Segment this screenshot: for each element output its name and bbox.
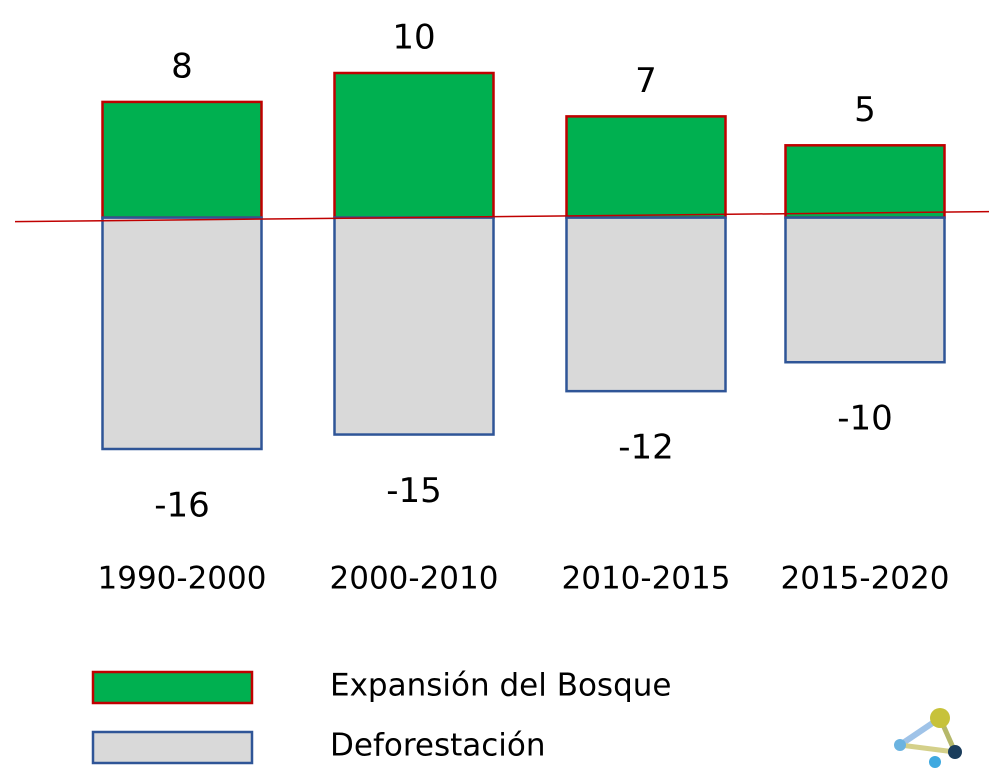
bar <box>333 216 495 436</box>
value-label: 8 <box>171 46 193 86</box>
legend-swatch <box>91 730 254 765</box>
value-label: 5 <box>854 90 876 130</box>
bar <box>333 71 495 219</box>
bar <box>101 100 263 219</box>
x-tick-label: 2000-2010 <box>330 561 499 597</box>
x-tick-label: 1990-2000 <box>98 561 267 597</box>
zero-line <box>14 210 989 223</box>
value-label: -16 <box>154 486 210 526</box>
bar <box>565 115 727 219</box>
value-label: -10 <box>837 399 893 439</box>
x-tick-label: 2015-2020 <box>781 561 950 597</box>
bar <box>101 216 263 451</box>
legend-label: Deforestación <box>330 728 546 764</box>
legend-label: Expansión del Bosque <box>330 668 671 704</box>
logo <box>894 708 962 768</box>
value-label: 7 <box>635 61 657 101</box>
x-tick-label: 2010-2015 <box>562 561 731 597</box>
value-label: -15 <box>386 471 442 511</box>
value-label: 10 <box>392 18 435 58</box>
legend-swatch <box>91 670 254 705</box>
value-label: -12 <box>618 428 674 468</box>
bar <box>784 144 946 219</box>
bar <box>784 216 946 364</box>
bar <box>565 216 727 393</box>
